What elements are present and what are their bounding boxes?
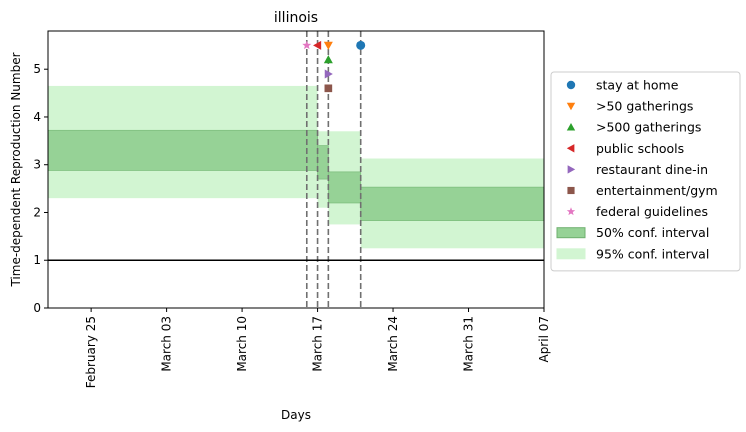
legend: stay at home >50 gatherings >500 gathering… xyxy=(550,71,741,272)
x-axis-title: Days xyxy=(281,408,311,422)
y-axis-title: Time-dependent Reproduction Number xyxy=(9,52,23,287)
legend-label-3: public schools xyxy=(596,141,684,156)
x-tick-label-5: March 31 xyxy=(462,316,476,372)
intervention-marker-3 xyxy=(313,40,322,50)
legend-marker-4 xyxy=(567,165,576,174)
legend-swatch-7 xyxy=(556,227,586,239)
intervention-marker-6 xyxy=(302,40,312,50)
legend-label-4: restaurant dine-in xyxy=(596,162,708,177)
chart-title: illinois xyxy=(274,10,318,26)
legend-marker-6 xyxy=(566,207,576,216)
ci50-band-0 xyxy=(47,129,318,171)
legend-label-8: 95% conf. interval xyxy=(596,246,709,261)
y-tick-label-4: 4 xyxy=(33,110,41,124)
legend-label-0: stay at home xyxy=(596,78,679,93)
legend-marker-3 xyxy=(566,144,575,153)
intervention-marker-5 xyxy=(324,84,333,93)
legend-swatch-8 xyxy=(556,248,586,260)
legend-label-6: federal guidelines xyxy=(596,204,708,219)
ci50-band-1 xyxy=(317,145,329,180)
x-tick-label-0: February 25 xyxy=(84,316,98,388)
legend-label-5: entertainment/gym xyxy=(596,183,718,198)
legend-label-2: >500 gatherings xyxy=(596,120,701,135)
ci50-band-2 xyxy=(327,171,362,204)
legend-marker-2 xyxy=(566,123,576,131)
x-tick-label-6: April 07 xyxy=(537,316,551,363)
y-tick-label-0: 0 xyxy=(33,301,41,315)
intervention-marker-4 xyxy=(324,69,333,79)
x-tick-label-3: March 17 xyxy=(311,316,325,372)
axes-frame xyxy=(47,30,545,309)
intervention-marker-1 xyxy=(323,41,333,50)
y-tick-label-2: 2 xyxy=(33,205,41,219)
legend-marker-5 xyxy=(567,186,575,195)
legend-marker-1 xyxy=(566,102,576,111)
y-axis-ticks: 0 1 2 3 4 5 xyxy=(33,62,48,315)
y-tick-label-3: 3 xyxy=(33,158,41,172)
intervention-lines xyxy=(305,31,362,308)
legend-label-1: >50 gatherings xyxy=(596,99,693,114)
intervention-markers xyxy=(302,40,366,93)
legend-marker-0 xyxy=(566,80,576,90)
y-tick-label-1: 1 xyxy=(33,253,41,267)
x-tick-label-2: March 10 xyxy=(235,316,249,372)
ci50-band-3 xyxy=(360,186,545,222)
intervention-marker-0 xyxy=(356,40,366,50)
legend-box xyxy=(550,71,741,272)
intervention-marker-2 xyxy=(323,55,333,64)
legend-label-7: 50% conf. interval xyxy=(596,225,709,240)
x-tick-label-1: March 03 xyxy=(160,316,174,372)
x-tick-label-4: March 24 xyxy=(386,316,400,372)
y-tick-label-5: 5 xyxy=(33,62,41,76)
x-axis-ticks: February 25 March 03 March 10 March 17 March… xyxy=(84,308,551,388)
